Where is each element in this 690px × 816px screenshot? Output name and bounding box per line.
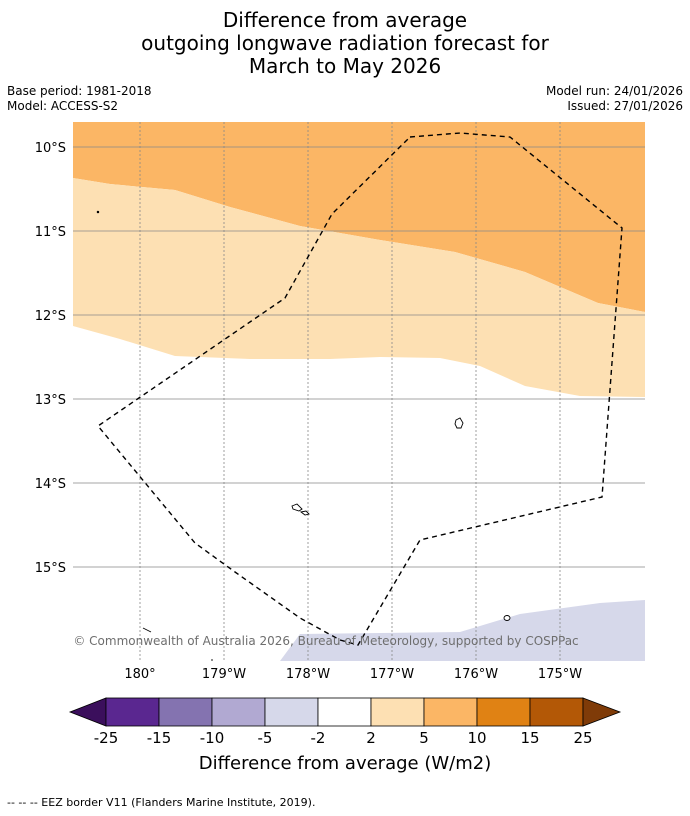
colorbar-bin <box>529 697 584 727</box>
colorbar-bin <box>423 697 478 727</box>
colorbar-bin <box>264 697 319 727</box>
title-line-2: outgoing longwave radiation forecast for <box>141 31 549 55</box>
model-run: Model run: 24/01/2026 <box>545 84 683 98</box>
island-east <box>454 417 464 429</box>
colorbar-tick: 2 <box>366 729 376 747</box>
colorbar-bin <box>476 697 531 727</box>
colorbar-tick: 5 <box>419 729 429 747</box>
reef-southwest <box>142 627 152 633</box>
lat-label-13s: 13°S <box>35 393 66 408</box>
lon-label-180: 180° <box>124 667 155 682</box>
title-line-1: Difference from average <box>222 8 468 32</box>
base-period: Base period: 1981-2018 <box>7 84 152 98</box>
title-line-3: March to May 2026 <box>248 54 442 78</box>
colorbar-tick: -5 <box>258 729 273 747</box>
islands <box>96 210 511 661</box>
copyright-text: © Commonwealth of Australia 2026, Bureau… <box>73 634 578 648</box>
colorbar-tick: -2 <box>311 729 326 747</box>
map-area: © Commonwealth of Australia 2026, Bureau… <box>73 122 645 661</box>
colorbar-bin <box>370 697 425 727</box>
lat-label-11s: 11°S <box>35 225 66 240</box>
colorbar-max-extend <box>582 697 622 727</box>
lon-label-176w: 176°W <box>454 667 498 682</box>
colorbar-tick: 25 <box>573 729 592 747</box>
grid-lines <box>73 122 645 661</box>
colorbar-bin <box>105 697 160 727</box>
island-southeast <box>503 615 511 621</box>
lat-label-15s: 15°S <box>35 561 66 576</box>
meta-left: Base period: 1981-2018 Model: ACCESS-S2 <box>7 84 152 114</box>
model-name: Model: ACCESS-S2 <box>7 99 119 113</box>
island-south-small <box>299 510 310 516</box>
lon-label-177w: 177°W <box>370 667 414 682</box>
colorbar-tick: 10 <box>467 729 486 747</box>
eez-legend-footer: -- -- -- EEZ border V11 (Flanders Marine… <box>7 796 316 809</box>
lat-label-14s: 14°S <box>35 477 66 492</box>
lon-label-178w: 178°W <box>286 667 330 682</box>
colorbar <box>68 697 622 727</box>
lon-labels: 180° 179°W 178°W 177°W 176°W 175°W <box>124 667 582 682</box>
lavender-region <box>280 600 645 661</box>
colorbar-tick: -15 <box>147 729 172 747</box>
lat-label-12s: 12°S <box>35 309 66 324</box>
colorbar-tick: -25 <box>94 729 119 747</box>
colorbar-ticks: -25 -15 -10 -5 -2 2 5 10 15 25 <box>94 729 593 747</box>
colorbar-bin <box>158 697 213 727</box>
issued-date: Issued: 27/01/2026 <box>567 99 683 113</box>
colorbar-tick: -10 <box>200 729 225 747</box>
colorbar-label: Difference from average (W/m2) <box>198 753 492 774</box>
light-orange-region <box>73 178 645 397</box>
meta-right: Model run: 24/01/2026 Issued: 27/01/2026 <box>546 84 683 114</box>
colorbar-bin <box>317 697 372 727</box>
colorbar-tick: 15 <box>520 729 539 747</box>
eez-border <box>96 132 623 646</box>
colorbar-min-extend <box>68 697 107 727</box>
orange-region <box>73 122 645 312</box>
reef-northwest <box>96 210 100 214</box>
lon-label-179w: 179°W <box>202 667 246 682</box>
lat-label-10s: 10°S <box>35 141 66 156</box>
lon-label-175w: 175°W <box>538 667 582 682</box>
lat-labels: 10°S 11°S 12°S 13°S 14°S 15°S <box>35 141 66 576</box>
island-south <box>291 503 303 512</box>
colorbar-bin <box>211 697 266 727</box>
